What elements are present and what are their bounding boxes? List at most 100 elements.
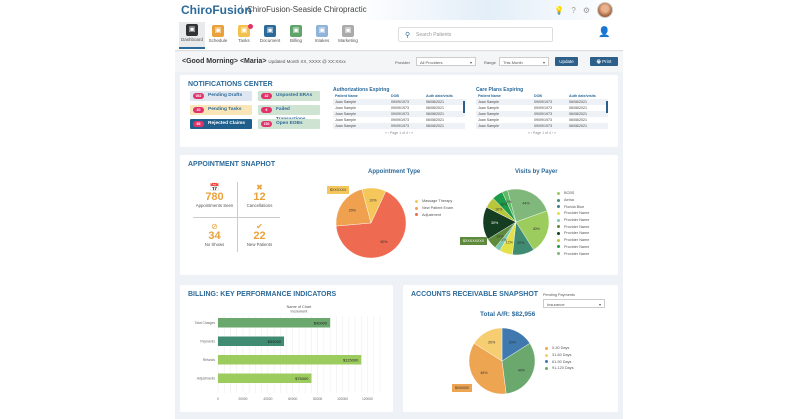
update-button[interactable]: Update bbox=[555, 57, 578, 66]
pie-slice-bcbs[interactable] bbox=[507, 188, 548, 223]
table-row[interactable]: Joan Sample 09/09/1973 06/08/2021 bbox=[335, 118, 444, 122]
column-header: Auth date/visits bbox=[569, 94, 596, 98]
bar-value-label: $53000 bbox=[268, 339, 282, 344]
pie-slice-91-120-days[interactable] bbox=[501, 343, 536, 394]
billing-icon: ▣ bbox=[290, 25, 302, 37]
pie-slice-31-60-days[interactable] bbox=[473, 327, 503, 362]
notification-pending-tasks[interactable]: 20 Pending Tasks bbox=[190, 105, 252, 115]
stat-new-patients: ✔ 22 New Patients bbox=[237, 222, 282, 247]
legend-swatch bbox=[545, 346, 548, 350]
slice-label: 10% bbox=[495, 208, 503, 212]
scrollbar[interactable] bbox=[606, 101, 608, 113]
column-header: Auth date/visits bbox=[426, 94, 453, 98]
calendar-icon: 📅 bbox=[209, 183, 220, 192]
slice-label: 10% bbox=[369, 199, 377, 203]
slice-label: 20% bbox=[488, 341, 496, 345]
legend-item: Provider Name bbox=[557, 244, 589, 251]
nav-tasks[interactable]: ▣ Tasks bbox=[231, 23, 257, 43]
scrollbar[interactable] bbox=[463, 101, 465, 113]
pagination[interactable]: « ‹ Page 1 of 4 › » bbox=[527, 131, 557, 135]
avatar[interactable] bbox=[597, 2, 613, 18]
pagination[interactable]: « ‹ Page 1 of 4 › » bbox=[384, 131, 414, 135]
appointment-panel: APPOINTMENT SNAPHOT 📅 780 Appointments See… bbox=[180, 155, 618, 275]
legend-swatch bbox=[557, 231, 560, 235]
legend-swatch bbox=[557, 238, 560, 242]
stat-cancellations: ✖ 12 Cancellations bbox=[237, 183, 282, 208]
stat-no-shows: ⊘ 34 No Shows bbox=[192, 222, 237, 247]
table-row[interactable]: Joan Sample 09/09/1973 06/08/2021 bbox=[335, 106, 444, 110]
legend-swatch bbox=[557, 205, 560, 209]
category-label: Total Charges bbox=[195, 321, 216, 325]
intakes-icon: ▣ bbox=[316, 25, 328, 37]
legend-item: Adjustment bbox=[415, 211, 453, 218]
pie-slice-provider-name[interactable] bbox=[515, 210, 550, 251]
nav-dashboard[interactable]: ▣ Dashboard bbox=[179, 22, 205, 49]
calendar-icon: ▣ bbox=[212, 25, 224, 37]
notification-unposted-eras[interactable]: 32 Unposted ERAs bbox=[258, 91, 320, 101]
billing-panel: BILLING: KEY PERFORMANCE INDICATORS Name… bbox=[180, 285, 393, 412]
pie-slice-0-30-days[interactable] bbox=[468, 343, 507, 395]
slice-label: 20% bbox=[509, 341, 517, 345]
bar-refunds[interactable] bbox=[218, 355, 362, 365]
no-entry-icon: ⊘ bbox=[211, 222, 218, 231]
category-label: Adjustments bbox=[197, 377, 215, 381]
notification-pending-drafts[interactable]: 052 Pending Drafts bbox=[190, 91, 252, 101]
table-row[interactable]: Joan Sample 09/09/1973 06/08/2021 bbox=[478, 106, 587, 110]
nav-intakes[interactable]: ▣ Intakes bbox=[314, 25, 330, 43]
count-badge: 85 bbox=[193, 121, 204, 127]
bar-payments[interactable] bbox=[218, 336, 285, 347]
user-settings-icon[interactable]: 👤 bbox=[598, 27, 611, 38]
legend-swatch bbox=[415, 206, 418, 210]
table-row[interactable]: Joan Sample 09/09/1973 06/08/2021 bbox=[476, 123, 608, 129]
legend-swatch bbox=[557, 198, 560, 202]
range-select[interactable]: This Month ▾ bbox=[499, 57, 549, 66]
chevron-down-icon: ▾ bbox=[598, 302, 601, 307]
authorizations-table: Authorizations Expiring Patient Name DOB Au… bbox=[333, 87, 465, 135]
pie-slice-massage-therapy[interactable] bbox=[361, 187, 387, 224]
nav-billing[interactable]: ▣ Billing bbox=[289, 25, 302, 43]
slice-label: 30% bbox=[491, 221, 499, 225]
nav-document[interactable]: ▣ Document bbox=[259, 25, 281, 43]
provider-select[interactable]: All Providers ▾ bbox=[416, 57, 476, 66]
count-badge: 052 bbox=[193, 93, 204, 99]
table-row[interactable]: Joan Sample 09/09/1973 06/08/2021 bbox=[476, 99, 608, 105]
bar-adjustments[interactable] bbox=[218, 373, 312, 384]
greeting: <Good Morning> <Maria> bbox=[182, 58, 267, 65]
logo[interactable]: ChiroFusion bbox=[181, 3, 252, 17]
search-icon: ⚲ bbox=[405, 32, 411, 39]
pie-slice-provider-name[interactable] bbox=[501, 189, 517, 223]
table-title: Care Plans Expiring bbox=[476, 87, 524, 93]
top-bar: ChiroFusion ChiroFusion-Seaside Chiropra… bbox=[175, 0, 623, 20]
x-tick-label: 20000 bbox=[238, 397, 247, 401]
legend-item: New Patient Exam bbox=[415, 205, 453, 212]
category-label: Refunds bbox=[203, 358, 216, 362]
clinic-name: ChiroFusion-Seaside Chiropractic bbox=[241, 5, 367, 14]
notifications-panel: NOTIFICATIONS CENTER 052 Pending Drafts 32… bbox=[180, 75, 618, 147]
lightbulb-icon[interactable]: 💡 bbox=[554, 5, 565, 15]
nav-schedule[interactable]: ▣ Schedule bbox=[208, 25, 228, 43]
pending-payments-select[interactable]: Insurance ▾ bbox=[543, 299, 605, 308]
slice-label: 5% bbox=[501, 238, 507, 242]
notification-open-eobs[interactable]: 150 Open EOBs bbox=[258, 119, 320, 129]
table-row[interactable]: Joan Sample 09/09/1973 06/08/2021 bbox=[333, 123, 465, 129]
gear-icon[interactable]: ⚙ bbox=[582, 5, 590, 15]
chart-subtitle: Increment bbox=[291, 310, 309, 314]
table-row[interactable]: Joan Sample 09/09/1973 06/08/2021 bbox=[333, 99, 465, 105]
table-row[interactable]: Joan Sample 09/09/1973 06/08/2021 bbox=[333, 111, 465, 117]
appointment-type-pie: 60% 20% 10% bbox=[335, 187, 407, 259]
nav-marketing[interactable]: ▣ Marketing bbox=[338, 25, 358, 43]
search-input[interactable]: ⚲ Search Patients bbox=[398, 27, 553, 42]
table-row[interactable]: Joan Sample 09/09/1973 06/08/2021 bbox=[478, 118, 587, 122]
table-row[interactable]: Joan Sample 09/09/1973 06/08/2021 bbox=[476, 111, 608, 117]
pie-slice-new-patient-exam[interactable] bbox=[335, 188, 372, 227]
legend-swatch bbox=[415, 199, 418, 203]
bar-total-charges[interactable] bbox=[218, 318, 331, 328]
legend-swatch bbox=[557, 218, 560, 222]
print-button[interactable]: 🖶 Print bbox=[590, 57, 618, 66]
help-icon[interactable]: ? bbox=[571, 5, 576, 15]
pie-slice-adjustment[interactable] bbox=[335, 191, 407, 259]
notification-rejected-claims[interactable]: 85 Rejected Claims bbox=[190, 119, 252, 129]
column-header: Patient Name bbox=[478, 94, 501, 98]
